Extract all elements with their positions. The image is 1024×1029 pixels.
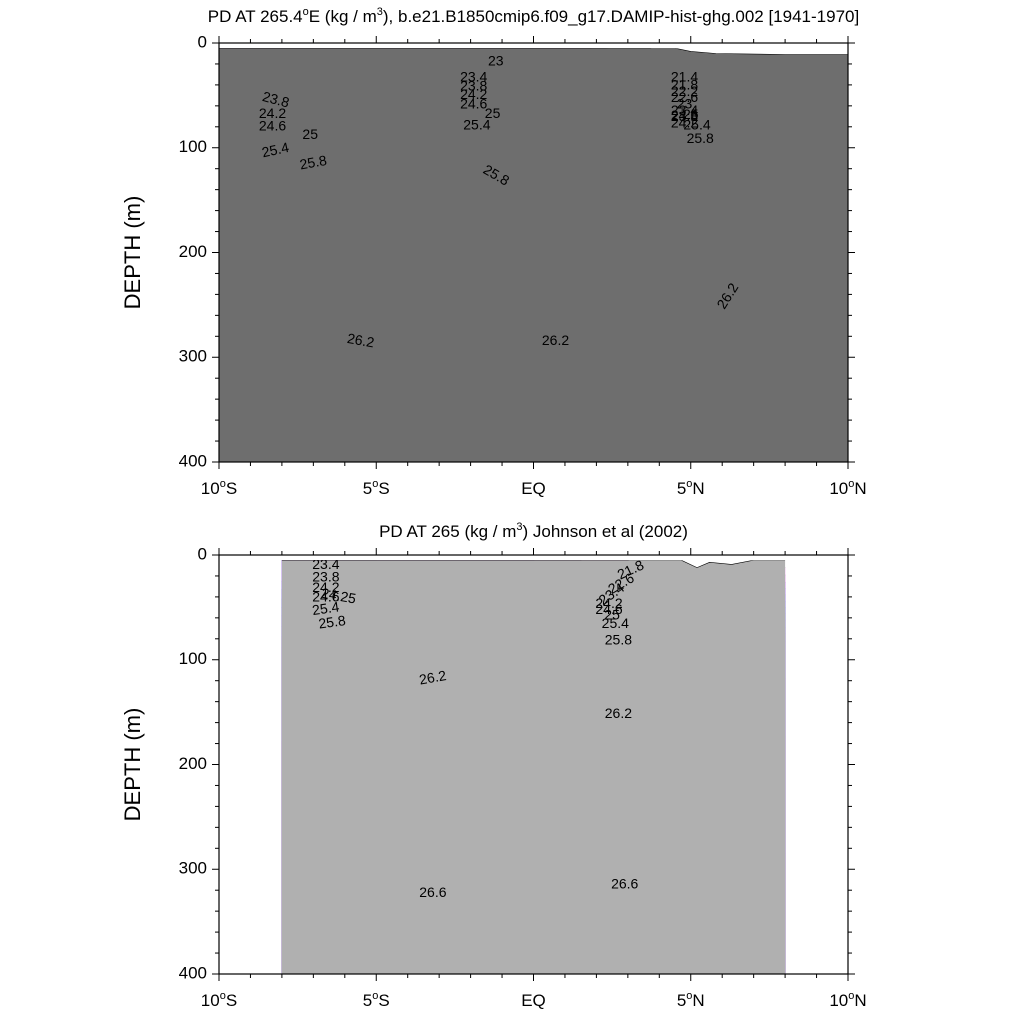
- contour-label: 23: [488, 53, 504, 69]
- x-tick-label: EQ: [521, 991, 546, 1010]
- contour-label: 25: [302, 126, 318, 142]
- contour-label: 24.2: [671, 114, 698, 130]
- contour-label: 25.4: [683, 117, 710, 133]
- y-tick-label: 400: [179, 963, 207, 982]
- contour-label: 26.2: [605, 705, 632, 721]
- x-tick-label: 10oS: [201, 478, 237, 498]
- contour-label: 25.4: [602, 615, 629, 631]
- contour-label: 26.2: [542, 332, 569, 348]
- x-tick-label: 10oN: [829, 990, 866, 1010]
- y-tick-label: 100: [179, 137, 207, 156]
- y-axis-label: DEPTH (m): [120, 196, 145, 310]
- contour-label: 25: [604, 607, 620, 623]
- contour-label: 21.4: [671, 68, 698, 84]
- contour-label: 22.6: [671, 89, 698, 105]
- contour-label: 21.8: [671, 77, 698, 93]
- y-tick-label: 400: [179, 451, 207, 470]
- y-tick-label: 200: [179, 242, 207, 261]
- contour-label: 24.2: [312, 579, 339, 595]
- contour-field: 2323.423.823.824.224.624.224.6252525.425…: [219, 48, 848, 463]
- x-tick-label: 5oS: [363, 990, 390, 1010]
- y-tick-label: 200: [179, 754, 207, 773]
- contour-label: 24.6: [595, 601, 622, 617]
- contour-field: 23.423.824.224.624.2525.425.826.226.226.…: [281, 556, 786, 974]
- panel-2: 23.423.824.224.624.2525.425.826.226.226.…: [120, 521, 867, 1010]
- contour-label: 25.8: [605, 632, 632, 648]
- contour-label: 26.2: [346, 330, 376, 351]
- contour-band-21: [219, 48, 848, 463]
- contour-label: 23.8: [312, 569, 339, 585]
- contour-label: 23.4: [460, 68, 487, 84]
- contour-label: 24.2: [595, 595, 622, 611]
- y-tick-label: 0: [198, 544, 207, 563]
- contour-label: 24.25: [320, 585, 357, 607]
- contour-label: 22.2: [671, 83, 698, 99]
- contour-label: 26.6: [419, 884, 446, 900]
- contour-label: 23: [677, 96, 693, 112]
- x-tick-label: 5oN: [677, 478, 705, 498]
- y-tick-label: 300: [179, 347, 207, 366]
- contour-label: 25: [485, 105, 501, 121]
- contour-label: 25.8: [317, 612, 346, 632]
- x-tick-label: 5oS: [363, 478, 390, 498]
- contour-label: 26.6: [611, 876, 638, 892]
- x-tick-label: EQ: [521, 479, 546, 498]
- axis-ticks: [212, 548, 855, 981]
- contour-label: 24.2: [259, 105, 286, 121]
- y-axis-label: DEPTH (m): [120, 708, 145, 822]
- contour-label: 24.6: [460, 96, 487, 112]
- panel-title: PD AT 265.4oE (kg / m3), b.e21.B1850cmip…: [208, 6, 859, 26]
- contour-label: 25.8: [298, 152, 328, 173]
- contour-label: 26.2: [418, 667, 448, 688]
- y-tick-label: 300: [179, 859, 207, 878]
- y-tick-label: 100: [179, 649, 207, 668]
- contour-label: 25.4: [311, 598, 340, 618]
- contour-label: 25.8: [687, 130, 714, 146]
- x-tick-label: 10oN: [829, 478, 866, 498]
- contour-label: 23.8: [261, 88, 292, 111]
- contour-label: 23.4: [671, 102, 698, 118]
- x-tick-label: 5oN: [677, 990, 705, 1010]
- y-tick-label: 0: [198, 32, 207, 51]
- contour-label: 24.2: [460, 86, 487, 102]
- axis-ticks: [212, 36, 855, 469]
- panel-1: 2323.423.823.824.224.624.224.6252525.425…: [120, 6, 867, 498]
- contour-label: 25.4: [463, 117, 490, 133]
- contour-label: 23.8: [460, 78, 487, 94]
- contour-label: 25.4: [260, 139, 290, 160]
- x-tick-label: 10oS: [201, 990, 237, 1010]
- panel-title: PD AT 265 (kg / m3) Johnson et al (2002): [379, 521, 688, 541]
- contour-band-15: [281, 560, 786, 974]
- contour-label: 25: [683, 106, 699, 122]
- contour-label: 24.6: [259, 118, 286, 134]
- contour-label: 24.6: [312, 589, 339, 605]
- contour-label: 23.8: [671, 108, 698, 124]
- contour-label: 23.4: [312, 556, 339, 572]
- contour-label: 24.6: [671, 107, 698, 123]
